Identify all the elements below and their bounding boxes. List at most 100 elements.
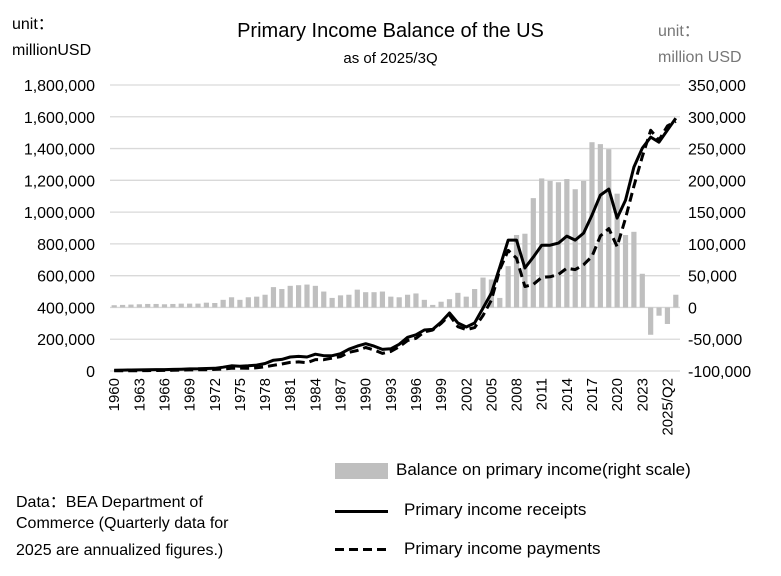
bar-1985 (321, 291, 327, 308)
x-axis-tick-label: 1999 (433, 378, 450, 411)
right-axis-tick-label: 350,000 (688, 78, 746, 95)
bar-1971 (203, 302, 209, 308)
bar-2016 (581, 180, 587, 308)
left-axis-tick-label: 400,000 (37, 300, 95, 317)
x-axis-tick-label: 2023 (634, 378, 651, 411)
x-axis-tick-label: 1963 (131, 378, 148, 411)
bar-2002 (463, 296, 469, 308)
source-note-line2: Commerce (Quarterly data for (16, 515, 229, 532)
x-axis-tick-label: 1978 (257, 378, 274, 411)
bar-1989 (354, 289, 360, 308)
bar-1986 (329, 297, 335, 308)
payments-line (114, 120, 677, 373)
left-axis-tick-label: 1,400,000 (24, 142, 95, 159)
bar-1987 (337, 295, 344, 308)
bar-1983 (304, 284, 310, 308)
bar-1979 (270, 287, 277, 308)
bar-1967 (170, 303, 176, 308)
left-axis-tick-label: 1,600,000 (24, 110, 95, 127)
x-axis-tick-label: 2011 (534, 378, 551, 410)
bar-1981 (287, 285, 293, 308)
bar-2017 (589, 142, 595, 308)
left-axis-tick-label: 200,000 (37, 332, 95, 349)
bar-1997 (421, 299, 427, 308)
x-axis-tick-label: 2020 (609, 378, 626, 411)
legend-dashed-swatch (335, 548, 388, 551)
left-unit-value: millionUSD (12, 42, 92, 59)
x-axis-tick-label: 1975 (232, 378, 249, 411)
chart-title: Primary Income Balance of the US (237, 20, 544, 42)
right-axis-tick-label: 200,000 (688, 173, 746, 190)
source-note-line3: 2025 are annualized figures.) (16, 542, 224, 559)
receipts-line (114, 117, 678, 372)
legend-bar-swatch (335, 463, 388, 479)
bar-1965 (153, 303, 159, 308)
bar-1966 (161, 304, 168, 308)
right-axis-tick-label: 100,000 (688, 237, 746, 254)
bar-2025/Q3 (673, 294, 679, 308)
bar-2025/Q2 (664, 307, 671, 324)
bar-2025/Q1 (656, 307, 662, 316)
x-axis-tick-label: 2025/Q2 (659, 378, 676, 436)
bar-1991 (371, 292, 377, 308)
chart-subtitle: as of 2025/3Q (343, 50, 438, 67)
legend-receipts-label: Primary income receipts (404, 500, 587, 519)
left-axis-tick-label: 600,000 (37, 269, 95, 286)
right-axis-tick-label: 150,000 (688, 205, 746, 222)
legend-solid-swatch (335, 510, 388, 513)
bar-2006 (497, 297, 503, 308)
x-axis-tick-label: 1960 (106, 378, 123, 411)
bar-2009 (522, 233, 528, 308)
bar-1993 (388, 296, 394, 308)
bar-1995 (404, 294, 411, 308)
x-axis-tick-label: 2005 (483, 378, 500, 411)
left-axis-tick-label: 1,800,000 (24, 78, 95, 95)
bar-2007 (505, 266, 511, 308)
bar-2001 (455, 292, 461, 308)
x-axis-tick-label: 2002 (458, 378, 475, 411)
bar-1962 (128, 304, 134, 308)
x-axis-tick-label: 1993 (383, 378, 400, 411)
bar-1970 (195, 303, 201, 308)
x-axis-tick-label: 1984 (307, 378, 324, 411)
bar-1980 (279, 289, 285, 308)
right-axis-tick-label: 0 (688, 300, 697, 317)
bar-1975 (237, 299, 243, 308)
bar-1963 (136, 304, 142, 308)
right-axis-tick-label: 250,000 (688, 142, 746, 159)
legend-bar-label: Balance on primary income(right scale) (396, 460, 691, 479)
bar-1992 (379, 291, 386, 308)
bar-1982 (296, 285, 302, 308)
bar-2010 (530, 198, 536, 308)
right-axis-tick-label: 300,000 (688, 110, 746, 127)
left-axis-tick-label: 1,200,000 (24, 173, 95, 190)
bar-1988 (346, 294, 352, 308)
x-axis-tick-label: 2014 (559, 378, 576, 411)
x-axis-tick-label: 2008 (509, 378, 526, 411)
bar-2018 (597, 144, 603, 308)
bar-1961 (119, 304, 126, 308)
bar-2013 (555, 182, 562, 308)
bar-2021 (622, 234, 629, 308)
bar-1999 (438, 301, 444, 308)
left-unit-label: unit： (12, 16, 54, 33)
bar-1974 (228, 297, 235, 308)
bar-1994 (396, 297, 402, 308)
bar-1972 (212, 302, 218, 308)
bar-2020 (614, 193, 620, 308)
source-note-line1: Data：BEA Department of (16, 494, 203, 511)
bar-2014 (564, 179, 570, 308)
bar-1984 (312, 285, 318, 308)
bar-1969 (187, 303, 193, 308)
bar-2015 (572, 189, 578, 308)
bar-1998 (430, 304, 436, 308)
left-axis-tick-label: 800,000 (37, 237, 95, 254)
x-axis-tick-label: 2017 (584, 378, 601, 411)
x-axis-tick-label: 1981 (282, 378, 299, 411)
bar-2000 (446, 299, 453, 308)
bar-2011 (539, 178, 545, 308)
bar-1996 (413, 293, 419, 308)
left-axis-tick-label: 0 (86, 364, 95, 381)
bar-2024 (648, 307, 654, 335)
